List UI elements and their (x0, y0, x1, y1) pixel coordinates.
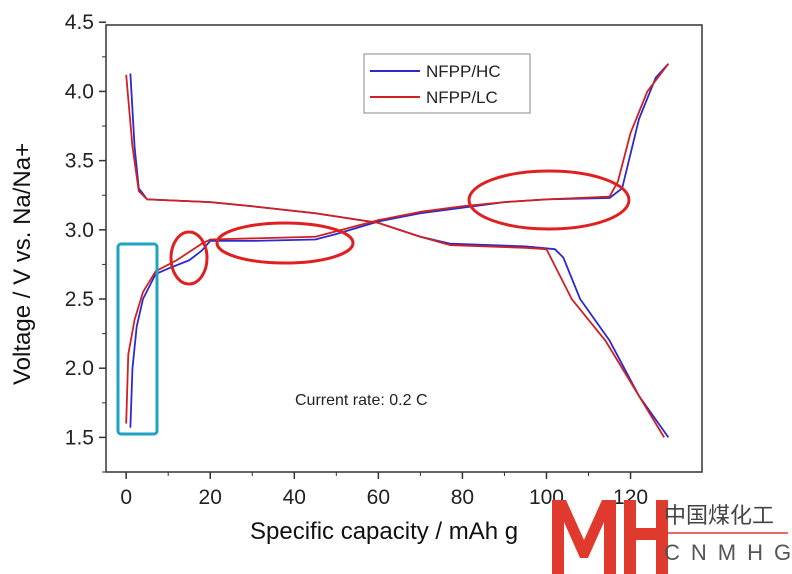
legend-label-lc: NFPP/LC (426, 88, 498, 107)
y-tick-label: 3.5 (65, 150, 94, 173)
highlight-ellipse (467, 169, 631, 231)
x-tick-label: 40 (283, 486, 306, 509)
highlight-ellipse (169, 230, 209, 286)
watermark-cn: 中国煤化工 (664, 503, 774, 528)
legend-label-hc: NFPP/HC (426, 62, 501, 81)
watermark: 中国煤化工 CNMHG (552, 500, 792, 574)
x-tick-label: 60 (367, 486, 390, 509)
y-tick-label: 4.0 (65, 80, 94, 103)
x-axis-label: Specific capacity / mAh g (250, 518, 518, 545)
legend: NFPP/HC NFPP/LC (363, 53, 531, 114)
y-axis-label: Voltage / V vs. Na/Na+ (9, 143, 36, 385)
plot-frame (105, 24, 703, 473)
x-tick-label: 120 (613, 486, 648, 509)
y-tick-label: 2.0 (65, 357, 94, 380)
y-tick-label: 3.0 (65, 219, 94, 242)
series-nfpp-lc-discharge (125, 74, 665, 438)
series-nfpp-hc-charge (129, 63, 670, 428)
watermark-logo-h (624, 500, 668, 574)
y-tick-label: 1.5 (65, 426, 94, 449)
x-tick-label: 20 (199, 486, 222, 509)
highlight-box-initial (116, 242, 159, 436)
y-tick-label: 4.5 (65, 11, 94, 34)
highlight-ellipse (215, 221, 355, 265)
x-tick-label: 0 (120, 486, 132, 509)
watermark-logo-m (552, 500, 616, 574)
y-tick-label: 2.5 (65, 288, 94, 311)
series-nfpp-hc-discharge (129, 73, 670, 438)
watermark-en: CNMHG (664, 540, 792, 565)
x-tick-label: 80 (451, 486, 474, 509)
current-rate-annotation: Current rate: 0.2 C (295, 392, 428, 409)
